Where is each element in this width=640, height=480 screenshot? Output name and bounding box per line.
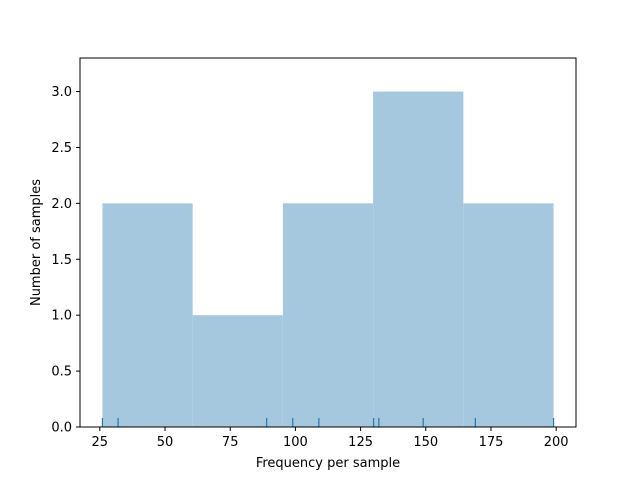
y-tick-label-0: 0.0 (51, 421, 72, 436)
histogram-bar-4 (463, 203, 554, 427)
histogram-bar-2 (282, 203, 374, 427)
y-tick-label-3: 1.5 (51, 253, 72, 268)
x-tick-label-6: 175 (479, 435, 504, 450)
plot-frame (79, 57, 577, 428)
x-tick-label-3: 100 (283, 435, 308, 450)
y-tick-label-4: 2.0 (51, 197, 72, 212)
histogram-bar-0 (102, 203, 193, 427)
histogram-bars (102, 91, 554, 427)
y-tick-label-5: 2.5 (51, 141, 72, 156)
x-tick-label-2: 75 (222, 435, 239, 450)
x-tick-label-0: 25 (92, 435, 109, 450)
x-tick-label-4: 125 (348, 435, 373, 450)
y-axis-label: Number of samples (29, 179, 44, 306)
y-tick-label-2: 1.0 (51, 309, 72, 324)
y-axis: 0.0 0.5 1.0 1.5 2.0 2.5 3.0 (51, 85, 80, 436)
rug-marks (101, 418, 555, 427)
y-tick-label-6: 3.0 (51, 85, 72, 100)
histogram-bar-1 (192, 315, 283, 427)
histogram-bar-3 (373, 91, 464, 427)
x-tick-label-5: 150 (413, 435, 438, 450)
y-tick-label-1: 0.5 (51, 365, 72, 380)
x-tick-label-7: 200 (544, 435, 569, 450)
x-axis: 25 50 75 100 125 150 175 200 (92, 427, 569, 450)
x-tick-label-1: 50 (157, 435, 174, 450)
x-axis-label: Frequency per sample (256, 456, 400, 471)
